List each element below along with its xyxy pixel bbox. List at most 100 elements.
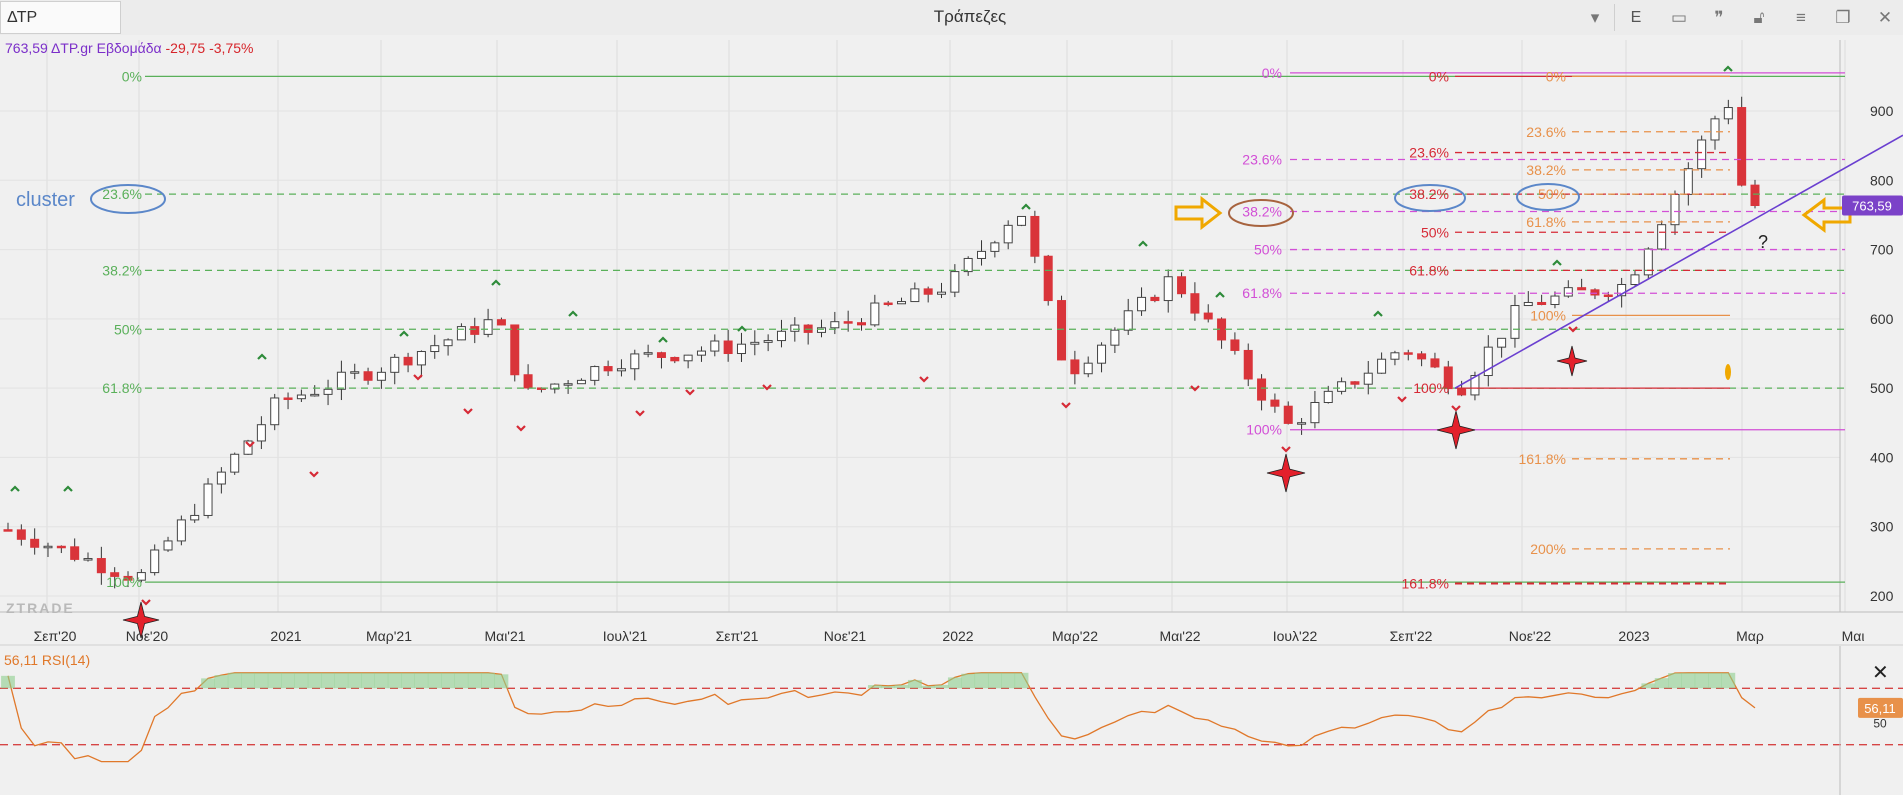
candle — [1377, 358, 1387, 374]
x-tick-label: Νοε'20 — [126, 628, 169, 644]
cluster-label: cluster — [16, 189, 75, 211]
left-arrow-icon — [1801, 197, 1852, 233]
candle — [430, 345, 440, 353]
star-marker-icon — [1436, 410, 1476, 450]
candle — [1083, 362, 1093, 375]
swing-low-icon — [413, 374, 423, 381]
candle — [1070, 359, 1080, 375]
y-tick-label: 800 — [1870, 172, 1894, 188]
candle — [1150, 296, 1160, 302]
swing-high-icon — [491, 279, 501, 286]
swing-low-icon — [309, 471, 319, 478]
fib-level-label: 38.2% — [1409, 186, 1449, 202]
star-marker-icon — [1266, 453, 1306, 493]
candle — [1390, 352, 1400, 360]
y-tick-label: 400 — [1870, 449, 1894, 465]
candle — [1003, 224, 1013, 244]
candle — [1683, 168, 1693, 195]
close-indicator-icon[interactable]: ✕ — [1872, 662, 1889, 684]
candle — [1443, 366, 1453, 390]
candle — [1323, 390, 1333, 404]
candle — [1550, 295, 1560, 306]
candle — [456, 326, 466, 341]
menu-icon[interactable]: ≡ — [1796, 7, 1806, 27]
candle — [696, 350, 706, 356]
quote-icon[interactable]: ❞ — [1714, 7, 1724, 27]
swing-low-icon — [685, 389, 695, 396]
fib-level-label: 0% — [1429, 68, 1449, 84]
y-tick-label: 300 — [1870, 519, 1894, 535]
rsi-label: 56,11 RSI(14) — [4, 652, 91, 668]
highlight-ellipse — [1394, 184, 1466, 212]
swing-low-icon — [141, 599, 151, 606]
candle — [3, 529, 13, 532]
swing-low-icon — [1190, 385, 1200, 392]
candle — [310, 393, 320, 397]
swing-low-icon — [516, 425, 526, 432]
candle — [1750, 184, 1760, 207]
chevron-down-icon[interactable]: ▾ — [1590, 7, 1600, 27]
fib-level-label: 0% — [122, 68, 142, 84]
fib-level-label: 100% — [1246, 422, 1282, 438]
x-tick-label: Νοε'22 — [1509, 628, 1552, 644]
candle — [1363, 372, 1373, 385]
candle — [950, 271, 960, 293]
rsi-badge — [1858, 697, 1903, 718]
swing-high-icon — [257, 353, 267, 360]
candle — [70, 546, 80, 560]
candle — [1030, 215, 1040, 257]
fib-level-label: 61.8% — [1526, 214, 1566, 230]
candle — [1723, 107, 1733, 120]
candle — [1110, 329, 1120, 346]
panel-icon[interactable]: ▭ — [1670, 7, 1688, 27]
candle — [96, 558, 106, 574]
swing-high-icon — [568, 310, 578, 317]
candle — [923, 288, 933, 295]
candle — [390, 356, 400, 373]
fib-level-label: 38.2% — [1242, 203, 1282, 219]
fib-level-label: 38.2% — [1526, 162, 1566, 178]
right-arrow-icon — [1174, 195, 1223, 231]
price-badge — [1842, 195, 1903, 216]
candle — [1603, 294, 1613, 298]
cluster-ellipse — [90, 184, 166, 214]
swing-low-icon — [245, 441, 255, 448]
restore-icon[interactable]: ❐ — [1835, 7, 1851, 27]
candle — [1137, 296, 1147, 312]
e-button[interactable]: E — [1630, 8, 1642, 26]
candle — [1590, 289, 1600, 296]
fib-level-label: 100% — [1413, 380, 1449, 396]
candle — [1430, 358, 1440, 368]
candle — [843, 321, 853, 324]
candle — [723, 340, 733, 355]
price-line: 763,59 ΔTP.gr Εβδομάδα — [5, 40, 162, 56]
x-tick-label: Σεπ'20 — [34, 628, 77, 644]
candle — [1257, 378, 1267, 401]
swing-high-icon — [737, 325, 747, 332]
candle — [683, 354, 693, 362]
candle — [616, 368, 626, 372]
candle — [523, 374, 533, 389]
candle — [83, 558, 93, 561]
swing-high-icon — [1021, 203, 1031, 210]
rsi-badge-label: 56,11 — [1864, 701, 1896, 716]
lock-icon[interactable]: 🔓︎ — [1753, 7, 1765, 27]
swing-low-icon — [1568, 326, 1578, 333]
candle — [323, 388, 333, 395]
candle — [990, 242, 1000, 252]
candle — [350, 371, 360, 374]
candle — [1617, 283, 1627, 297]
chart-area[interactable] — [0, 35, 1903, 795]
candle — [1190, 293, 1200, 314]
swing-low-icon — [463, 408, 473, 415]
candle — [816, 327, 826, 333]
price-info: 763,59 ΔTP.gr Εβδομάδα -29,75 -3,75% — [5, 40, 253, 56]
close-window-icon[interactable]: ✕ — [1877, 7, 1893, 27]
x-tick-label: Σεπ'21 — [716, 628, 759, 644]
candle — [1043, 255, 1053, 302]
swing-high-icon — [10, 485, 20, 492]
candle — [603, 366, 613, 372]
x-tick-label: Ιουλ'21 — [603, 628, 648, 644]
symbol-input[interactable]: ΔΤΡ — [0, 1, 121, 34]
